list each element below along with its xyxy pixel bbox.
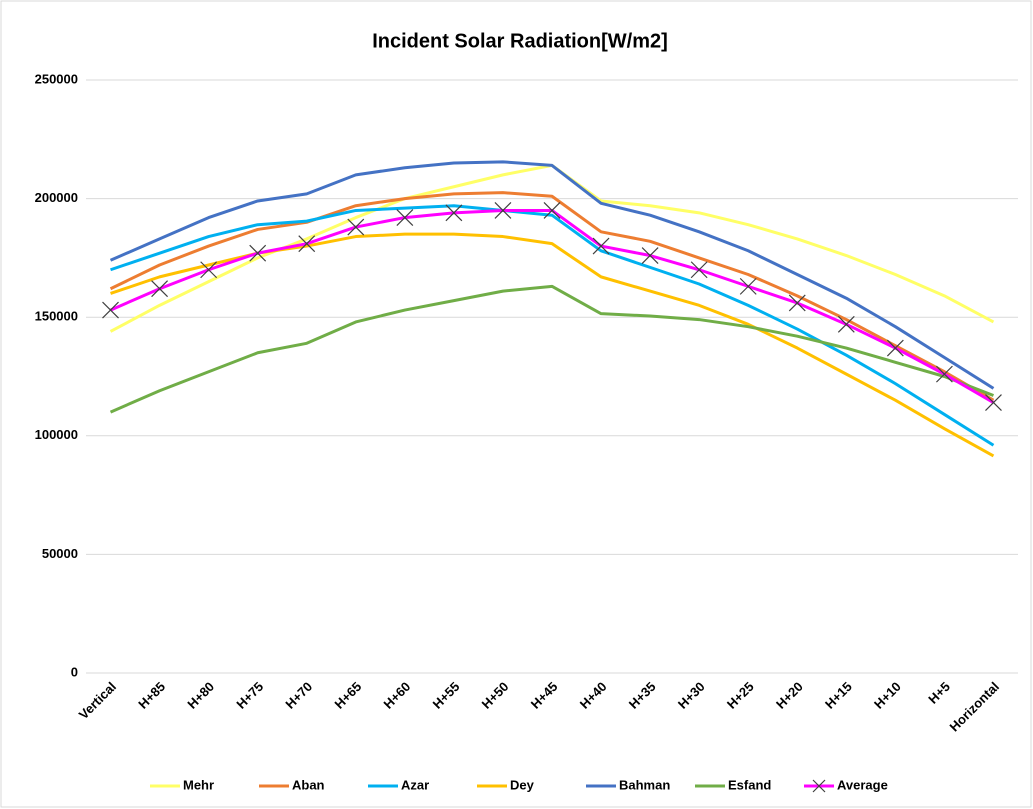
point-marker bbox=[396, 209, 414, 227]
series-line bbox=[109, 160, 995, 390]
point-marker bbox=[690, 261, 708, 279]
point-marker bbox=[641, 247, 659, 264]
point-marker bbox=[935, 365, 953, 383]
legend-label: Bahman bbox=[619, 777, 670, 792]
legend-label: Esfand bbox=[728, 777, 771, 792]
point-marker bbox=[102, 301, 119, 319]
legend-label: Aban bbox=[292, 777, 325, 792]
legend-label: Dey bbox=[510, 777, 535, 792]
point-marker bbox=[494, 202, 512, 219]
point-marker bbox=[788, 294, 806, 312]
legend-label: Average bbox=[837, 777, 888, 792]
y-tick-label: 100000 bbox=[35, 427, 78, 442]
point-marker bbox=[739, 277, 757, 295]
point-marker bbox=[543, 202, 561, 219]
legend-label: Azar bbox=[401, 777, 429, 792]
series-line bbox=[109, 191, 995, 402]
legend-label: Mehr bbox=[183, 777, 214, 792]
point-marker bbox=[592, 237, 610, 255]
y-tick-label: 0 bbox=[71, 664, 78, 679]
point-marker bbox=[151, 280, 169, 298]
chart-title: Incident Solar Radiation[W/m2] bbox=[372, 30, 668, 52]
y-tick-label: 200000 bbox=[35, 190, 78, 205]
series-line bbox=[109, 284, 995, 414]
series-line bbox=[110, 204, 995, 447]
y-tick-label: 150000 bbox=[35, 309, 78, 324]
point-marker bbox=[445, 204, 463, 222]
point-marker bbox=[837, 315, 855, 333]
point-marker bbox=[985, 394, 1002, 412]
point-marker bbox=[298, 235, 316, 253]
point-marker bbox=[886, 339, 904, 357]
point-marker bbox=[200, 261, 218, 279]
y-tick-label: 50000 bbox=[42, 546, 78, 561]
y-tick-label: 250000 bbox=[35, 71, 78, 86]
legend-marker bbox=[812, 779, 826, 793]
point-marker bbox=[347, 218, 365, 236]
point-marker bbox=[249, 244, 267, 262]
